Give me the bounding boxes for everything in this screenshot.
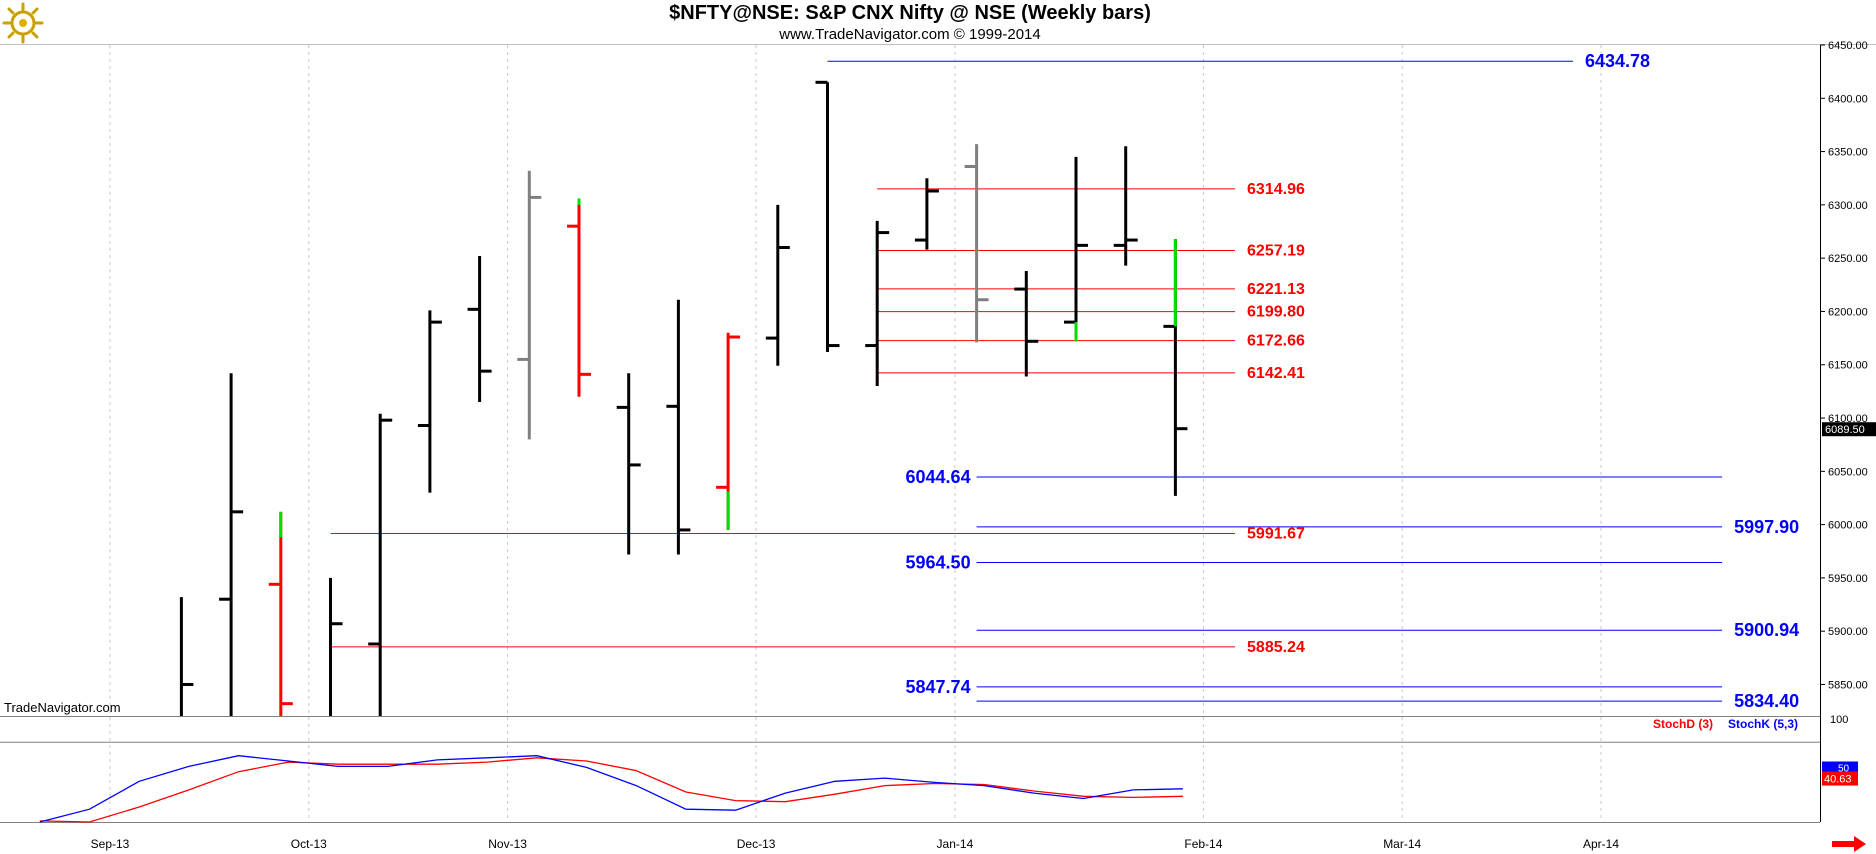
price-level-label: 6142.41 <box>1247 365 1305 382</box>
price-level-label: 5991.67 <box>1247 525 1305 542</box>
x-tick-label: Apr-14 <box>1583 837 1619 851</box>
y-tick-label: 5950.00 <box>1828 573 1868 585</box>
chart-title: $NFTY@NSE: S&P CNX Nifty @ NSE (Weekly b… <box>669 2 1151 24</box>
y-tick-label: 6400.00 <box>1828 93 1868 105</box>
stochd-badge <box>1822 771 1858 786</box>
price-level-label: 5847.74 <box>906 677 971 697</box>
title-bar <box>0 0 1876 44</box>
price-level-label: 6257.19 <box>1247 242 1305 259</box>
stochk-legend: StochK (5,3) <box>1728 717 1799 731</box>
indicator-top-label: 100 <box>1830 714 1848 726</box>
chart-subtitle: www.TradeNavigator.com © 1999-2014 <box>779 26 1041 43</box>
y-tick-label: 6050.00 <box>1828 466 1868 478</box>
y-tick-label: 6450.00 <box>1828 40 1868 52</box>
y-tick-label: 6350.00 <box>1828 147 1868 159</box>
watermark-text: TradeNavigator.com <box>4 700 121 715</box>
y-tick-label: 6000.00 <box>1828 520 1868 532</box>
x-tick-label: Oct-13 <box>291 837 327 851</box>
x-tick-label: Nov-13 <box>488 837 527 851</box>
price-level-label: 6221.13 <box>1247 281 1305 298</box>
last-price-label: 6089.50 <box>1825 424 1865 436</box>
price-level-label: 5900.94 <box>1734 620 1799 640</box>
price-level-label: 5834.40 <box>1734 691 1799 711</box>
y-tick-label: 5850.00 <box>1828 679 1868 691</box>
x-tick-label: Feb-14 <box>1184 837 1222 851</box>
y-tick-label: 6300.00 <box>1828 200 1868 212</box>
stochd-line <box>39 757 1183 823</box>
y-tick-label: 6250.00 <box>1828 253 1868 265</box>
x-tick-label: Jan-14 <box>937 837 974 851</box>
x-tick-label: Sep-13 <box>91 837 130 851</box>
price-level-label: 5997.90 <box>1734 517 1799 537</box>
stochd-legend: StochD (3) <box>1653 717 1713 731</box>
y-tick-label: 6150.00 <box>1828 360 1868 372</box>
ohlc-bars <box>179 80 1188 716</box>
y-tick-label: 6100.00 <box>1828 413 1868 425</box>
price-level-label: 6199.80 <box>1247 304 1305 321</box>
price-level-label: 5964.50 <box>906 552 971 572</box>
stochk-badge-label: 50 <box>1838 764 1850 775</box>
stochd-badge-label: 40.63 <box>1824 774 1852 786</box>
stochk-line <box>39 755 1183 823</box>
scroll-right-arrow-icon[interactable] <box>1832 836 1866 852</box>
stochk-badge <box>1822 761 1858 774</box>
y-tick-label: 5900.00 <box>1828 626 1868 638</box>
price-level-label: 5885.24 <box>1247 639 1305 656</box>
price-level-label: 6044.64 <box>906 467 971 487</box>
last-price-badge <box>1822 422 1876 437</box>
trade-navigator-logo-icon <box>2 2 44 44</box>
y-tick-label: 6200.00 <box>1828 306 1868 318</box>
x-tick-label: Mar-14 <box>1383 837 1421 851</box>
price-level-label: 6314.96 <box>1247 181 1305 198</box>
x-tick-label: Dec-13 <box>737 837 776 851</box>
price-level-label: 6434.78 <box>1585 51 1650 71</box>
price-level-label: 6172.66 <box>1247 333 1305 350</box>
